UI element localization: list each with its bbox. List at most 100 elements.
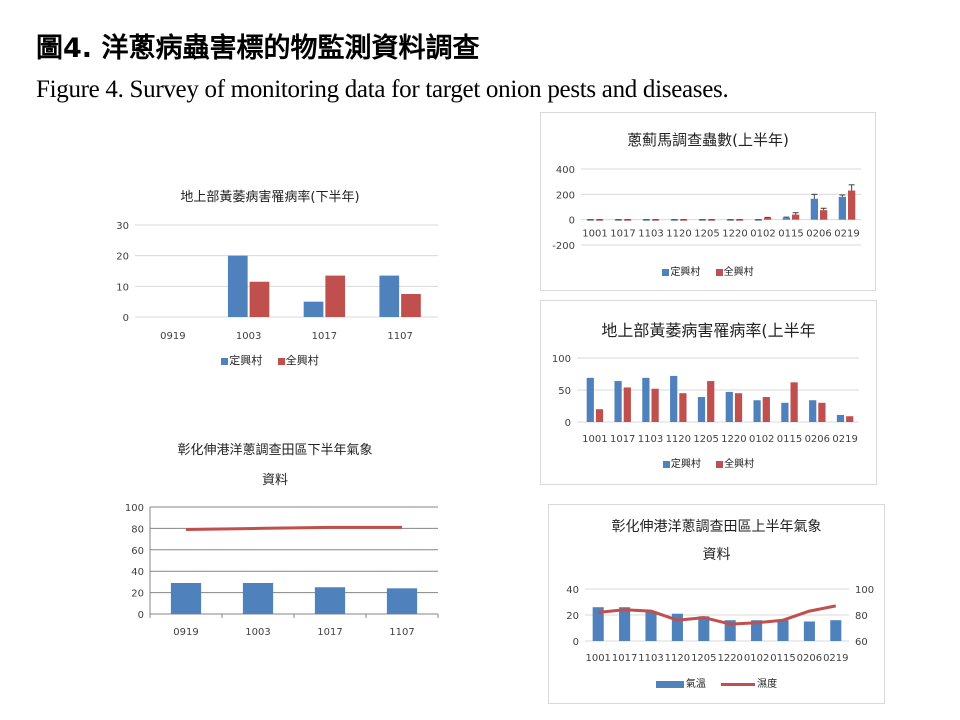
legend-swatch-blue: [221, 357, 229, 365]
legend-swatch-red: [715, 268, 723, 276]
bar: [764, 217, 772, 220]
y-tick-label: 40: [131, 567, 144, 578]
chart-yellowing-first-half: 地上部黃萎病害罹病率(上半年 0 50 100 1001 1017 1103 1120 120…: [540, 300, 877, 485]
y-tick-label: 0: [138, 610, 144, 621]
legend-item-dingxing: 定興村: [662, 459, 701, 470]
chart-plot: 0 10 20 30 0919 1003 1017 1107: [116, 221, 438, 342]
legend-label: 氣溫: [685, 679, 706, 690]
bar: [170, 582, 202, 614]
x-tick-label: 0115: [778, 229, 803, 240]
legend-label: 定興村: [229, 354, 263, 367]
legend-item-temperature: 氣溫: [655, 679, 706, 690]
chart-legend: 定興村 全興村: [541, 263, 875, 278]
chart-yellowing-second-half: 地上部黃萎病害罹病率(下半年) 0 10 20 30 0919 1003 1017 1107 …: [100, 180, 440, 375]
line-series: [185, 525, 402, 531]
x-tick-label: 1220: [722, 229, 747, 240]
page-title-chinese: 圖4. 洋蔥病蟲害標的物監測資料調查: [36, 33, 480, 64]
chart-title: 地上部黃萎病害罹病率(上半年: [601, 321, 816, 340]
y2-tick-label: 60: [855, 637, 868, 648]
y-tick-label: 0: [565, 418, 571, 429]
bar: [753, 400, 761, 422]
bar: [227, 255, 248, 317]
y-tick-label: -200: [552, 241, 575, 252]
y-tick-label: 40: [566, 585, 579, 596]
legend-swatch-red: [277, 357, 285, 365]
x-tick-label: 0206: [797, 653, 822, 664]
y-tick-label: 80: [131, 524, 144, 535]
bar: [848, 190, 856, 220]
x-tick-label: 0219: [832, 434, 857, 445]
bar: [314, 587, 346, 614]
legend-swatch-red: [716, 460, 724, 468]
x-tick-label: 1017: [612, 653, 637, 664]
bar: [592, 607, 604, 641]
y-tick-label: 100: [125, 503, 144, 514]
y-tick-label: 200: [556, 190, 575, 201]
x-tick-label: 0219: [823, 653, 848, 664]
chart-legend: 定興村 全興村: [541, 455, 876, 470]
chart-thrips-first-half: 蔥薊馬調查蟲數(上半年) -200 0 200 400 1001 1017 1103 1120…: [540, 112, 876, 291]
x-tick-label: 1017: [312, 331, 337, 342]
y-tick-label: 20: [131, 589, 144, 600]
bar: [619, 607, 631, 641]
legend-item-quanxing: 全興村: [277, 354, 319, 367]
x-tick-label: 0115: [777, 434, 802, 445]
legend-label: 全興村: [724, 459, 755, 470]
x-tick-label: 1001: [582, 434, 607, 445]
x-tick-label: 1120: [665, 653, 690, 664]
bar: [830, 620, 842, 641]
x-tick-label: 0102: [744, 653, 769, 664]
legend-item-dingxing: 定興村: [662, 267, 700, 278]
bar: [792, 214, 800, 220]
bar: [697, 397, 706, 422]
bar: [777, 620, 789, 641]
x-tick-label: 1205: [693, 434, 718, 445]
x-tick-label: 0919: [160, 331, 185, 342]
bar: [671, 613, 683, 641]
x-tick-label: 1205: [694, 229, 719, 240]
legend-item-quanxing: 全興村: [715, 267, 754, 278]
bar: [679, 393, 687, 422]
line-series: [598, 604, 837, 626]
x-tick-label: 1107: [387, 331, 412, 342]
chart-title-line-2: 資料: [702, 547, 731, 563]
bar: [325, 275, 346, 317]
bar: [803, 621, 815, 641]
legend-item-dingxing: 定興村: [221, 354, 262, 367]
chart-legend: 定興村 全興村: [100, 352, 440, 368]
legend-item-quanxing: 全興村: [716, 459, 754, 470]
chart-title: 彰化伸港洋蔥調查田區下半年氣象 資料: [100, 436, 450, 496]
x-tick-label: 1001: [582, 229, 607, 240]
x-tick-label: 0115: [770, 653, 795, 664]
x-tick-label: 1017: [317, 627, 342, 638]
bar: [790, 382, 798, 422]
x-tick-label: 1205: [691, 653, 716, 664]
legend-label: 全興村: [723, 267, 754, 278]
x-tick-label: 0102: [750, 229, 775, 240]
chart-title: 地上部黃萎病害罹病率(下半年): [180, 190, 360, 205]
x-tick-label: 1107: [389, 627, 414, 638]
y-tick-label: 50: [558, 386, 571, 397]
bar: [303, 301, 324, 317]
x-tick-label: 1220: [717, 653, 742, 664]
y-tick-label: 30: [116, 221, 129, 232]
y-tick-label: 20: [566, 611, 579, 622]
chart-weather-second-half: 彰化伸港洋蔥調查田區下半年氣象 資料 0 20 40 60 80 100 0919 1003 1…: [100, 430, 450, 645]
x-tick-label: 1103: [638, 229, 663, 240]
x-tick-label: 0219: [834, 229, 859, 240]
x-tick-label: 0919: [173, 627, 198, 638]
y2-tick-label: 80: [855, 611, 868, 622]
bar: [846, 416, 854, 422]
bar: [595, 409, 604, 422]
bar: [698, 616, 710, 641]
x-tick-label: 1220: [721, 434, 746, 445]
bar: [249, 281, 270, 317]
legend-swatch-blue: [662, 268, 670, 276]
bar: [809, 400, 817, 422]
bar: [645, 611, 657, 641]
x-tick-label: 1003: [245, 627, 270, 638]
chart-plot: 0 20 40 60 80 100 0919 1003 1017 1107: [125, 503, 439, 638]
y-tick-label: 400: [556, 165, 575, 176]
